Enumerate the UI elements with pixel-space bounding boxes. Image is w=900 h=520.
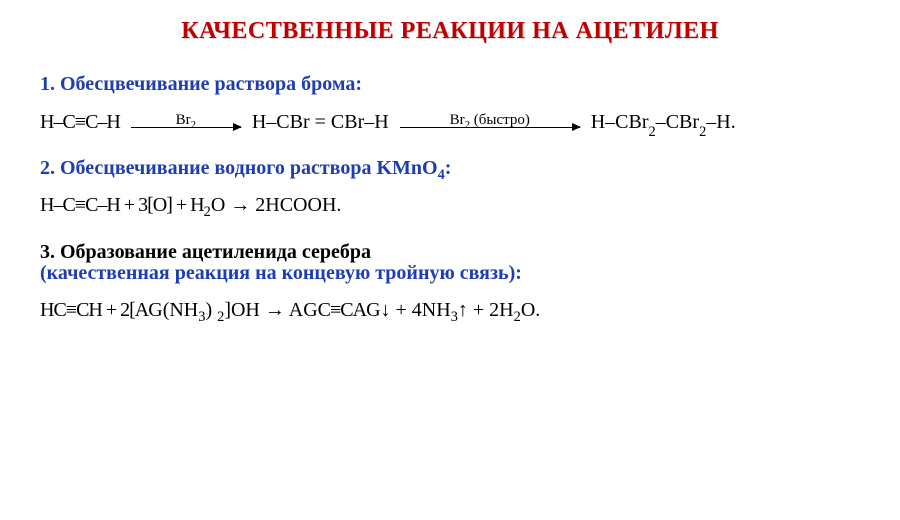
slide: КАЧЕСТВЕННЫЕ РЕАКЦИИ НА АЦЕТИЛЕН 1. Обес…	[0, 0, 900, 520]
arrow2-over-note: (быстро)	[470, 112, 530, 128]
eq3-i: C≡CA	[318, 299, 366, 321]
eq3-l: 3	[451, 309, 458, 325]
eq2-a: H–C≡C–H + 3[O] + H	[40, 194, 204, 216]
arrow-1-line	[131, 127, 241, 128]
arrow1-over-b: 2	[191, 119, 196, 131]
page-title: КАЧЕСТВЕННЫЕ РЕАКЦИИ НА АЦЕТИЛЕН	[40, 18, 860, 45]
eq3-g: ]OH → A	[224, 299, 303, 321]
s2-head-a: 2. Обесцвечивание водного раствора KMnO	[40, 157, 438, 179]
s2-head-b: 4	[438, 167, 445, 183]
s2-head-c: :	[445, 157, 452, 179]
section-3-subheading: (качественная реакция на концевую тройну…	[40, 262, 860, 285]
eq3-m: ↑ + 2H	[458, 299, 514, 321]
arrow2-over-a: Br	[450, 112, 465, 128]
equation-3: HC≡CH + 2[AG(NH3) 2]OH → AGC≡CAG↓ + 4NH3…	[40, 299, 860, 322]
eq3-h: G	[303, 299, 317, 321]
section-1-heading: 1. Обесцвечивание раствора брома:	[40, 73, 860, 96]
equation-2: H–C≡C–H + 3[O] + H2O → 2HCOOH.	[40, 194, 860, 217]
eq3-n: 2	[514, 309, 521, 325]
eq1-rhs: H–CBr2–CBr2–H.	[591, 112, 736, 132]
arrow-2-line	[400, 127, 580, 128]
arrow-1-label: Br2	[176, 113, 196, 128]
eq3-o: O.	[521, 299, 540, 321]
section-3-heading: 3. Образование ацетиленида серебра	[40, 241, 860, 264]
section-2-heading: 2. Обесцвечивание водного раствора KMnO4…	[40, 157, 860, 180]
equation-1: H–C≡C–H Br2 H–CBr = CBr–H Br2 (быстро) H…	[40, 110, 860, 133]
eq3-c: (NH	[163, 299, 199, 321]
eq3-e: )	[205, 299, 217, 321]
eq3-a: HC≡CH + 2[A	[40, 299, 148, 321]
eq2-b: 2	[204, 204, 211, 220]
arrow-2-label: Br2 (быстро)	[450, 113, 530, 128]
eq2-c: O → 2HCOOH.	[211, 194, 342, 216]
eq1-rhs-c: –CBr	[656, 112, 699, 132]
eq3-j: G	[366, 299, 380, 321]
eq1-rhs-a: H–CBr	[591, 112, 649, 132]
arrow1-over-a: Br	[176, 112, 191, 128]
eq1-rhs-e: –H.	[706, 112, 735, 132]
arrow-1: Br2	[131, 113, 241, 128]
eq3-b: G	[148, 299, 162, 321]
arrow-2: Br2 (быстро)	[400, 113, 580, 128]
eq1-mid: H–CBr = CBr–H	[252, 112, 389, 132]
eq3-k: ↓ + 4NH	[381, 299, 451, 321]
eq1-lhs: H–C≡C–H	[40, 112, 120, 132]
